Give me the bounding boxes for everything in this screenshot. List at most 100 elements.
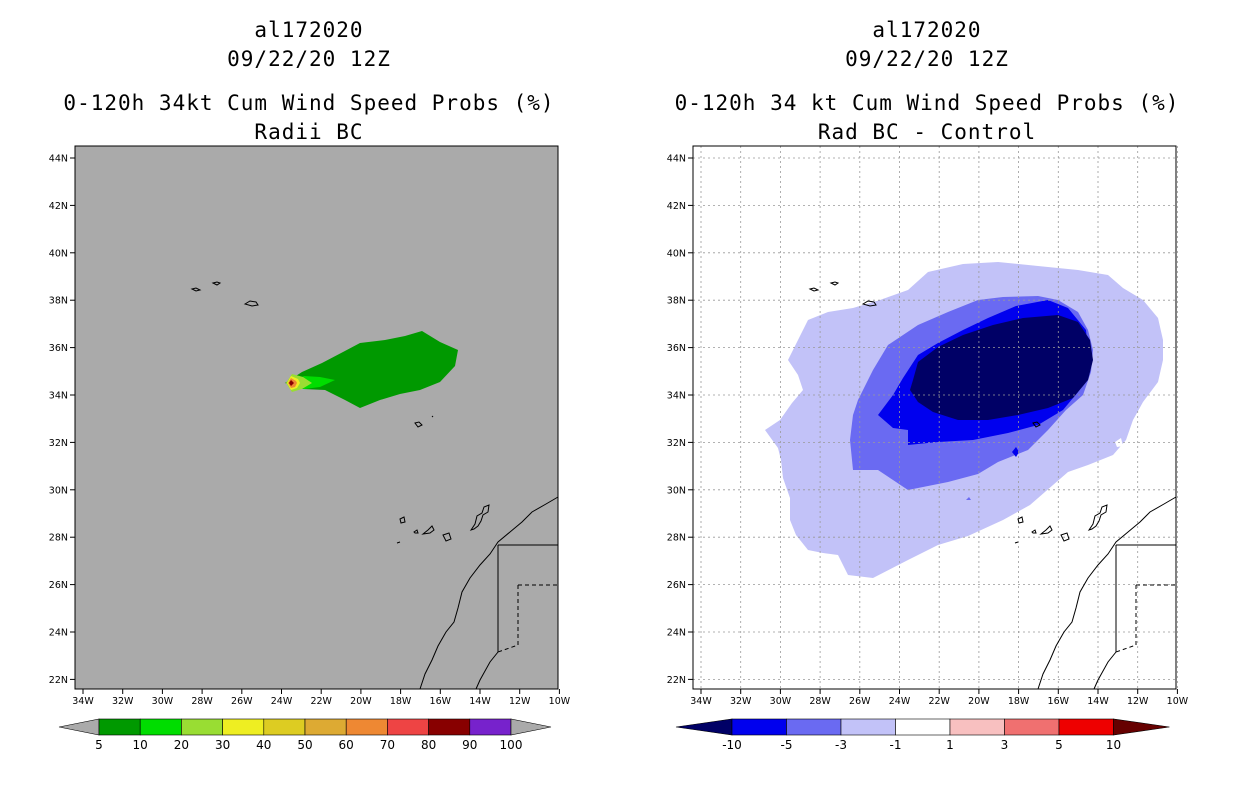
lon-tick-label: 32W [730,696,752,707]
lat-tick-label: 26N [49,580,68,591]
map-frame [74,145,559,690]
colorbar-label: 90 [462,738,477,752]
colorbar-swatch [428,718,471,736]
colorbar-swatch [949,718,1005,736]
border-dashed [497,584,558,653]
colorbar-swatch [181,718,223,736]
diff-contour-minus10 [910,315,1093,420]
lat-tick-label: 40N [667,248,686,259]
coastlines [190,281,559,690]
lon-tick-label: 20W [968,696,990,707]
colorbar-swatch [469,718,512,736]
storm-id: al172020 [254,18,364,42]
lat-tick-label: 36N [667,343,686,354]
colorbar-label: 80 [421,738,436,752]
lon-tick-label: 28W [191,696,213,707]
colorbar-arrow-low [675,718,733,736]
colorbar-label: 50 [297,738,312,752]
lon-tick-label: 26W [849,696,871,707]
colorbar-label: 20 [174,738,189,752]
lat-tick-label: 24N [49,628,68,639]
lat-tick-label: 26N [667,580,686,591]
colorbar-label: -5 [781,738,793,752]
colorbar-swatch [387,718,429,736]
lon-tick-label: 16W [430,696,452,707]
right-map-svg: 44N 42N 40N 38N 36N 34N 32N 30N 28N 26N 24N 22N 34W 3… [667,145,1189,752]
plot-subtitle: Radii BC [254,120,364,144]
colorbar-label: -10 [722,738,742,752]
lat-tick-label: 38N [667,296,686,307]
lat-tick-label: 36N [49,343,68,354]
lon-tick-label: 26W [231,696,253,707]
colorbar-label: -1 [890,738,902,752]
colorbar-label: 40 [256,738,271,752]
map-frame [692,145,1177,690]
lat-tick-label: 40N [49,248,68,259]
lat-tick-label: 22N [49,675,68,686]
colorbar-label: 5 [95,738,103,752]
lon-tick-label: 20W [350,696,372,707]
lon-tick-label: 30W [152,696,174,707]
lon-tick-label: 28W [809,696,831,707]
lon-tick-label: 14W [1087,696,1109,707]
right-panel: al172020 09/22/20 12Z 0-120h 34 kt Cum W… [618,0,1236,800]
lon-tick-label: 12W [509,696,531,707]
colorbar-label: 60 [339,738,354,752]
lon-tick-label: 34W [72,696,94,707]
lon-tick-label: 14W [469,696,491,707]
colorbar-swatch [304,718,347,736]
diff-spot [1012,447,1019,457]
storm-id: al172020 [872,18,982,42]
lon-tick-label: 18W [1008,696,1030,707]
colorbar-label: -3 [835,738,847,752]
border-dashed [1115,584,1176,653]
left-axes: 44N 42N 40N 38N 36N 34N 32N 30N 28N 26N 24N 22N 34W 3… [49,154,571,708]
colorbar-label: 10 [133,738,148,752]
map-background [75,146,558,689]
lat-tick-label: 42N [49,201,68,212]
lon-tick-label: 32W [112,696,134,707]
lat-tick-label: 44N [667,154,686,165]
colorbar-swatch [731,718,787,736]
colorbar-label: 1 [946,738,954,752]
colorbar-label: 10 [1106,738,1121,752]
colorbar-label: 3 [1001,738,1009,752]
colorbar-swatch [98,718,141,736]
lat-tick-label: 44N [49,154,68,165]
lat-tick-label: 34N [667,391,686,402]
lat-tick-label: 32N [49,438,68,449]
left-map-svg: 44N 42N 40N 38N 36N 34N 32N 30N 28N 26N 24N 22N 34W 3… [49,145,571,752]
lon-tick-label: 30W [770,696,792,707]
lon-tick-label: 10W [549,696,571,707]
colorbar-arrow-high [510,718,552,736]
colorbar-swatch [1058,718,1114,736]
colorbar-label: 5 [1055,738,1063,752]
diff-spot [966,497,971,500]
forecast-datetime: 09/22/20 12Z [227,47,391,71]
colorbar-arrow-high [1113,718,1170,736]
lat-tick-label: 30N [667,485,686,496]
colorbar-swatch [263,718,306,736]
prob-contour-90 [289,380,294,386]
lat-tick-label: 42N [667,201,686,212]
lon-tick-label: 22W [928,696,950,707]
colorbar-swatch [1004,718,1060,736]
lat-tick-label: 28N [49,533,68,544]
lat-tick-label: 30N [49,485,68,496]
prob-contour-5 [285,331,458,408]
colorbar-swatch [840,718,896,736]
colorbar-arrow-low [58,718,100,736]
forecast-datetime: 09/22/20 12Z [845,47,1009,71]
colorbar-swatch [895,718,951,736]
lon-tick-label: 12W [1127,696,1149,707]
lon-tick-label: 24W [889,696,911,707]
lon-tick-label: 22W [310,696,332,707]
colorbar-label: 100 [500,738,523,752]
lat-tick-label: 38N [49,296,68,307]
left-panel: al172020 09/22/20 12Z 0-120h 34kt Cum Wi… [49,18,571,752]
lat-tick-label: 22N [667,675,686,686]
lon-tick-label: 10W [1167,696,1189,707]
colorbar-label: 70 [380,738,395,752]
lat-tick-label: 28N [667,533,686,544]
graticule [693,146,1178,689]
